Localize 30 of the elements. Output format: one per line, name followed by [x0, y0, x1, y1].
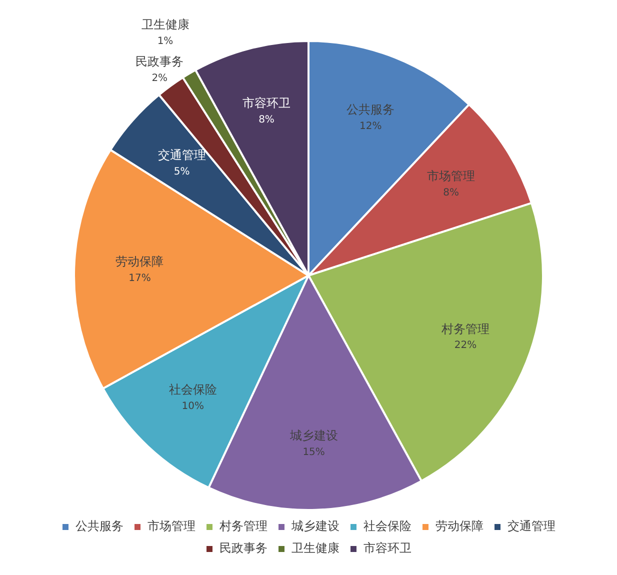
slice-label: 社会保险: [168, 382, 217, 397]
data-label: 2%: [152, 73, 168, 84]
legend-label: 民政事务: [220, 541, 268, 556]
data-label: 12%: [360, 121, 382, 132]
slice-label: 公共服务: [346, 102, 395, 117]
slice-label: 城乡建设: [288, 428, 338, 442]
legend-label: 劳动保障: [436, 519, 484, 534]
slice-label: 劳动保障: [116, 254, 164, 268]
data-label: 22%: [454, 340, 477, 352]
legend-label: 城乡建设: [290, 519, 340, 534]
legend-label: 村务管理: [218, 519, 268, 534]
slice-label: 卫生健康: [141, 17, 190, 32]
legend-label: 公共服务: [76, 519, 124, 534]
slice-label: 市容环卫: [242, 96, 291, 110]
slice-label: 交通管理: [158, 148, 206, 162]
data-label: 8%: [258, 114, 274, 126]
data-label: 17%: [128, 272, 151, 284]
data-label: 5%: [174, 166, 190, 178]
legend-label: 市容环卫: [364, 541, 412, 556]
data-label: 15%: [302, 446, 325, 458]
data-label: 1%: [157, 36, 174, 47]
legend-label: 交通管理: [508, 519, 556, 534]
slice-label: 市场管理: [427, 169, 476, 184]
slice-label: 民政事务: [136, 54, 184, 69]
legend-label: 社会保险: [364, 519, 412, 534]
slice-label: 村务管理: [440, 322, 490, 336]
data-label: 8%: [443, 188, 459, 199]
legend-label: 卫生健康: [292, 541, 340, 556]
data-label: 10%: [182, 401, 204, 412]
legend-label: 市场管理: [148, 519, 196, 534]
